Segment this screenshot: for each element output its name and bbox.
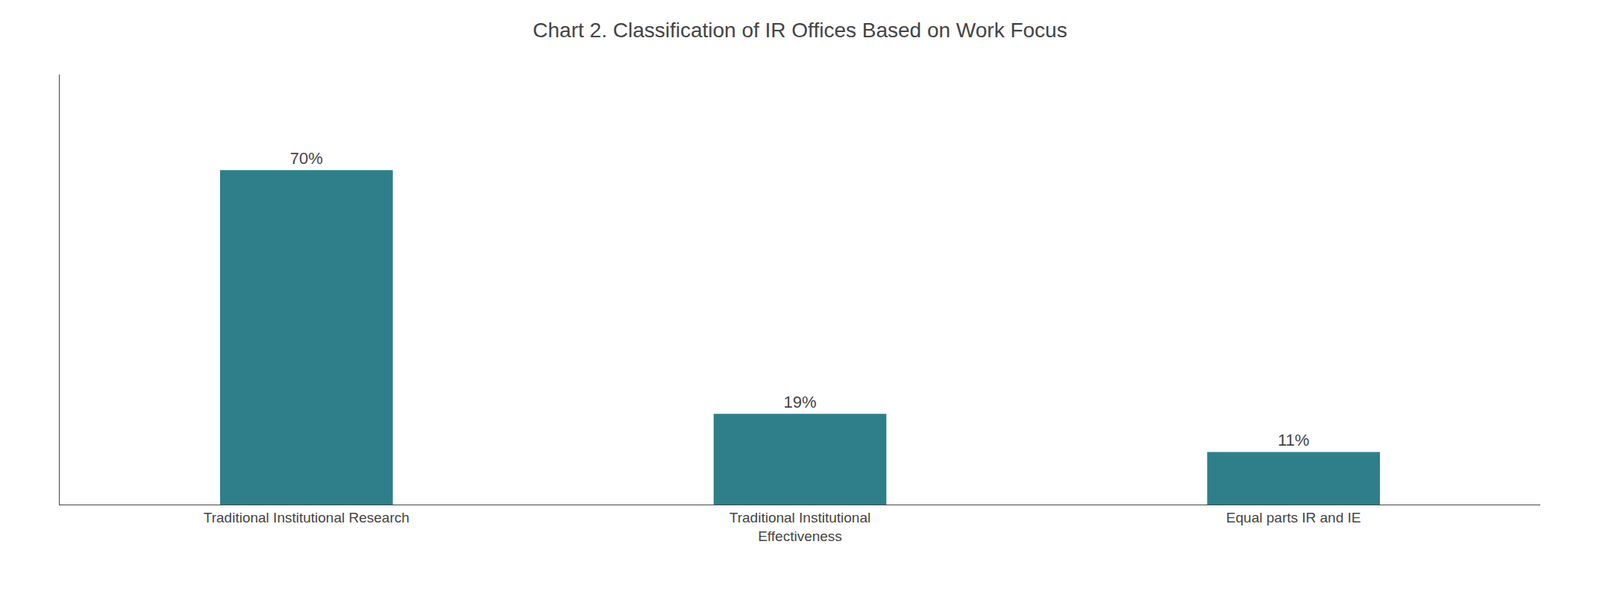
- svg-text:Traditional Institutional Rese: Traditional Institutional Research: [203, 510, 410, 526]
- svg-text:70%: 70%: [290, 149, 323, 168]
- svg-text:19%: 19%: [783, 393, 817, 412]
- svg-text:Traditional InstitutionalEffec: Traditional InstitutionalEffectiveness: [729, 510, 871, 545]
- svg-text:Equal parts IR and IE: Equal parts IR and IE: [1226, 510, 1362, 526]
- svg-text:Chart 2. Classification of IR: Chart 2. Classification of IR Offices Ba…: [532, 18, 1067, 42]
- svg-text:11%: 11%: [1277, 431, 1310, 450]
